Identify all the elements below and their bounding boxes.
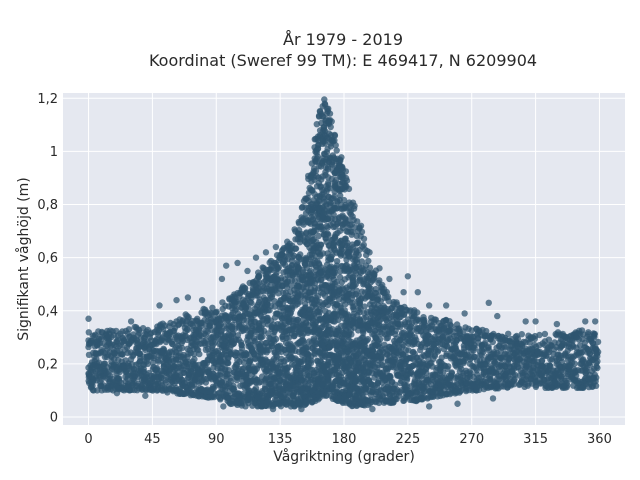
data-point	[445, 363, 452, 370]
data-point	[328, 256, 335, 263]
data-point	[191, 356, 198, 363]
chart-title-line-2: Koordinat (Sweref 99 TM): E 469417, N 62…	[149, 51, 537, 70]
data-point	[202, 327, 209, 335]
data-point	[268, 343, 276, 350]
data-point	[375, 340, 383, 347]
data-point	[345, 185, 353, 193]
data-point	[225, 360, 232, 367]
data-point	[323, 149, 330, 156]
data-point	[337, 157, 344, 164]
data-point	[489, 338, 496, 346]
data-point	[248, 299, 255, 307]
data-point	[94, 387, 101, 394]
data-point	[332, 142, 339, 149]
data-point	[505, 330, 512, 337]
data-point	[485, 344, 492, 352]
data-point	[119, 351, 126, 358]
data-point	[293, 318, 300, 325]
data-point	[245, 305, 252, 312]
data-point	[190, 351, 198, 358]
data-point	[266, 307, 273, 314]
data-point	[212, 309, 220, 316]
data-point	[307, 359, 315, 366]
data-point	[150, 353, 157, 360]
data-point	[333, 147, 340, 154]
data-point	[229, 386, 237, 393]
data-point	[536, 331, 543, 339]
data-point	[193, 345, 201, 353]
data-point	[194, 315, 201, 322]
data-point	[290, 333, 298, 340]
data-point	[268, 266, 275, 274]
data-point	[365, 257, 372, 265]
data-point	[320, 126, 328, 133]
data-point	[263, 298, 271, 306]
data-point	[155, 358, 162, 365]
data-point	[396, 392, 403, 400]
data-point	[125, 326, 133, 333]
data-point	[209, 304, 216, 311]
data-point	[314, 145, 322, 153]
data-point	[296, 239, 304, 246]
data-point	[325, 231, 332, 238]
data-point	[331, 132, 339, 139]
data-point	[360, 235, 368, 242]
data-point	[259, 321, 266, 328]
data-point	[184, 326, 191, 333]
data-point	[199, 366, 206, 374]
data-point	[185, 314, 192, 321]
data-point	[216, 371, 223, 378]
data-point	[196, 350, 203, 358]
data-point	[238, 345, 246, 352]
data-point	[202, 379, 210, 386]
data-point	[143, 358, 150, 365]
data-point	[327, 123, 334, 131]
data-point	[321, 96, 328, 103]
data-point	[229, 330, 237, 337]
data-point	[518, 331, 525, 338]
data-point	[227, 374, 234, 382]
data-point	[250, 337, 257, 344]
data-point	[251, 318, 258, 325]
data-point	[343, 177, 351, 184]
data-point	[136, 329, 143, 336]
data-point	[435, 346, 442, 354]
data-point	[272, 335, 280, 343]
data-point	[414, 309, 421, 316]
data-point	[406, 325, 414, 332]
data-point	[292, 245, 300, 252]
data-point	[288, 257, 296, 264]
data-point	[178, 344, 186, 352]
data-point	[298, 230, 305, 238]
data-point	[233, 305, 240, 313]
data-point	[157, 379, 165, 387]
data-point	[246, 387, 253, 394]
data-point	[316, 308, 323, 316]
data-point	[326, 110, 334, 117]
data-point	[259, 333, 266, 340]
data-point	[296, 298, 304, 305]
data-point	[342, 168, 350, 175]
data-point	[328, 118, 335, 125]
data-points	[85, 96, 602, 413]
chart-title-line-1: År 1979 - 2019	[283, 30, 403, 49]
data-point	[256, 272, 263, 279]
data-point	[275, 264, 282, 271]
data-point	[91, 333, 98, 340]
data-point	[364, 336, 372, 343]
data-point	[361, 303, 368, 310]
data-point	[440, 317, 448, 325]
data-point	[116, 377, 123, 385]
data-point	[168, 340, 176, 347]
